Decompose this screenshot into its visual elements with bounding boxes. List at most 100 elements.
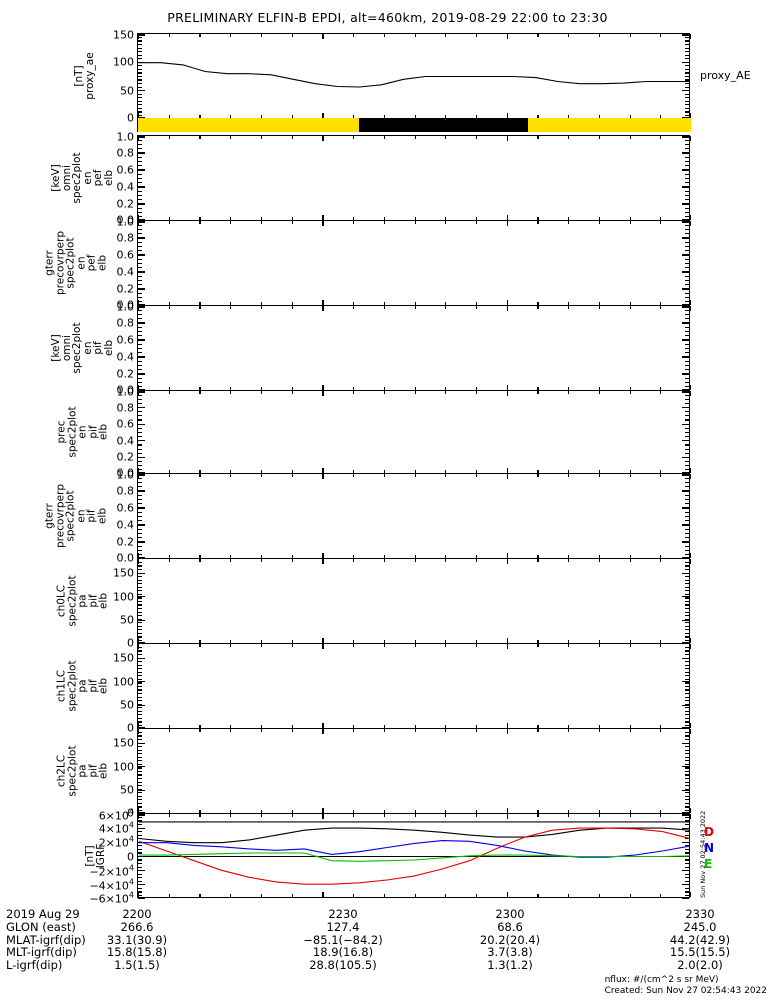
x-minor-tick — [568, 34, 570, 37]
y-minor-tick — [685, 511, 689, 513]
x-minor-tick — [629, 474, 631, 477]
panel-title-line: elb — [102, 339, 115, 357]
x-minor-tick — [414, 115, 416, 118]
x-minor-tick — [598, 725, 601, 728]
y-minor-tick — [685, 65, 689, 67]
y-minor-tick — [685, 515, 689, 518]
y-minor-tick — [685, 763, 689, 765]
x-minor-tick — [383, 559, 385, 562]
table-row: MLT-igrf(dip) 15.8(15.8) 18.9(16.8) 3.7(3.8… — [6, 946, 775, 959]
y-minor-tick — [138, 820, 142, 822]
y-tick-mark — [138, 814, 145, 816]
x-minor-tick — [475, 810, 478, 813]
x-minor-tick — [568, 302, 570, 305]
y-minor-tick — [685, 742, 689, 744]
x-tick-mark — [506, 723, 508, 728]
table-cell: 33.1(30.9) — [106, 932, 168, 947]
panel-pef_en_precovrperp: elb pef en spec2plot precovrperp gterr 1.0 0.8 0… — [43, 217, 691, 311]
x-minor-tick — [260, 725, 263, 728]
x-minor-tick — [537, 470, 539, 473]
y-minor-tick — [138, 600, 142, 603]
x-minor-tick — [383, 136, 385, 139]
y-tick-label: 0.2 — [116, 535, 135, 549]
y-minor-tick — [138, 891, 142, 893]
x-minor-tick — [475, 474, 478, 477]
panel-title-line: pif — [91, 341, 104, 355]
trace-E — [139, 852, 690, 862]
y-tick-label: 0.4 — [116, 265, 135, 279]
x-minor-tick — [353, 470, 355, 473]
y-minor-tick — [138, 347, 142, 350]
y-minor-tick — [138, 309, 142, 311]
x-minor-tick — [537, 217, 539, 220]
x-minor-tick — [230, 34, 232, 37]
x-minor-tick — [445, 725, 447, 728]
x-minor-tick — [598, 894, 601, 897]
y-minor-tick — [138, 254, 142, 256]
x-minor-tick — [660, 725, 662, 728]
y-tick-label: 0 — [127, 721, 134, 735]
y-minor-tick — [138, 177, 142, 180]
y-minor-tick — [138, 352, 142, 354]
x-minor-tick — [660, 470, 662, 473]
y-minor-tick — [685, 258, 689, 260]
y-minor-tick — [138, 156, 142, 158]
y-minor-tick — [685, 767, 689, 769]
y-minor-tick — [138, 554, 142, 556]
x-minor-tick — [353, 725, 355, 728]
y-minor-tick — [685, 309, 689, 311]
y-tick-mark — [682, 136, 689, 138]
legend-item-N: N — [704, 841, 715, 855]
y-minor-tick — [685, 657, 689, 659]
y-tick-mark — [682, 391, 689, 393]
table-cell: 1.3(1.2) — [487, 958, 533, 973]
y-minor-tick — [685, 111, 689, 113]
x-minor-tick — [475, 725, 478, 728]
x-tick-mark — [138, 113, 140, 118]
x-minor-tick — [291, 644, 293, 647]
y-minor-tick — [685, 254, 689, 256]
y-minor-tick — [138, 373, 142, 375]
y-minor-tick — [685, 460, 689, 463]
created-timestamp-rotated: Sun Nov 27 02:54:43 2022 — [699, 810, 707, 898]
y-tick-label: 2×104 — [98, 835, 134, 850]
x-minor-tick — [598, 217, 601, 220]
x-minor-tick — [629, 814, 631, 817]
x-minor-tick — [353, 306, 355, 309]
y-minor-tick — [685, 469, 689, 471]
y-minor-tick — [138, 636, 142, 638]
x-minor-tick — [414, 640, 416, 643]
y-minor-tick — [685, 228, 689, 231]
x-minor-tick — [660, 115, 662, 118]
y-minor-tick — [138, 816, 142, 819]
x-minor-tick — [660, 559, 662, 562]
y-minor-tick — [138, 717, 142, 719]
x-minor-tick — [537, 729, 539, 732]
y-minor-tick — [138, 465, 142, 467]
x-minor-tick — [199, 474, 201, 477]
y-minor-tick — [685, 749, 689, 751]
x-minor-tick — [199, 729, 201, 732]
y-tick-mark — [682, 557, 689, 559]
x-tick-mark — [322, 306, 324, 311]
x-minor-tick — [475, 470, 478, 473]
y-minor-tick — [685, 40, 689, 42]
x-tick-mark — [689, 385, 691, 390]
y-minor-tick — [685, 777, 689, 780]
y-tick-label: 0.8 — [116, 316, 135, 330]
y-tick-mark — [138, 304, 145, 306]
y-minor-tick — [685, 859, 689, 861]
y-minor-tick — [138, 639, 142, 642]
y-minor-tick — [685, 714, 689, 716]
x-minor-tick — [353, 729, 355, 732]
y-minor-tick — [685, 887, 689, 889]
y-minor-tick — [138, 288, 142, 290]
y-tick-label: −6×104 — [89, 890, 134, 906]
x-minor-tick — [230, 387, 232, 390]
x-minor-tick — [260, 474, 263, 477]
y-minor-tick — [138, 436, 142, 438]
x-tick-mark — [138, 808, 140, 813]
table-row-label: L-igrf(dip) — [6, 958, 63, 973]
x-tick-mark — [506, 553, 508, 558]
